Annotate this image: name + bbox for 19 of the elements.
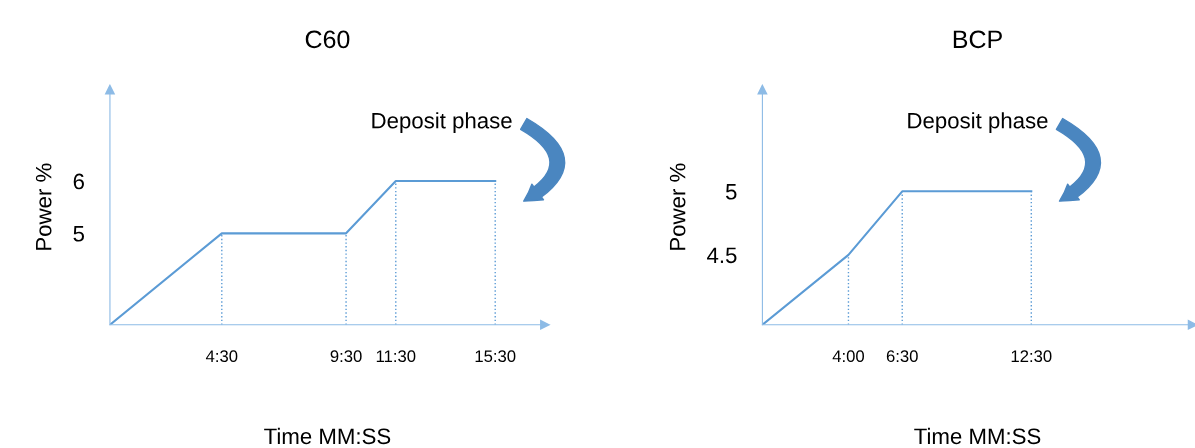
annotation: Deposit phase — [908, 112, 1048, 133]
x-tick-label: 4:00 — [832, 350, 865, 363]
x-axis-title: Time MM:SS — [914, 427, 1041, 445]
x-axis-title: Time MM:SS — [264, 427, 391, 445]
x-tick-label: 11:30 — [376, 350, 416, 363]
y-axis-title: Power % — [669, 163, 686, 250]
y-tick-label: 4.5 — [707, 247, 737, 264]
chart-title: BCP — [953, 30, 1002, 49]
y-tick-label: 5 — [73, 226, 85, 242]
y-tick-label: 5 — [725, 184, 737, 200]
chart-title: C60 — [305, 30, 350, 49]
y-tick-label: 6 — [73, 173, 84, 190]
x-tick-label: 6:30 — [886, 350, 918, 363]
annotation: Deposit phase — [372, 112, 512, 133]
x-tick-label: 4:30 — [205, 350, 238, 363]
x-tick-label: 9:30 — [330, 350, 362, 363]
x-tick-label: 15:30 — [475, 350, 516, 363]
y-axis-title: Power % — [35, 163, 52, 250]
x-tick-label: 12:30 — [1011, 350, 1052, 363]
